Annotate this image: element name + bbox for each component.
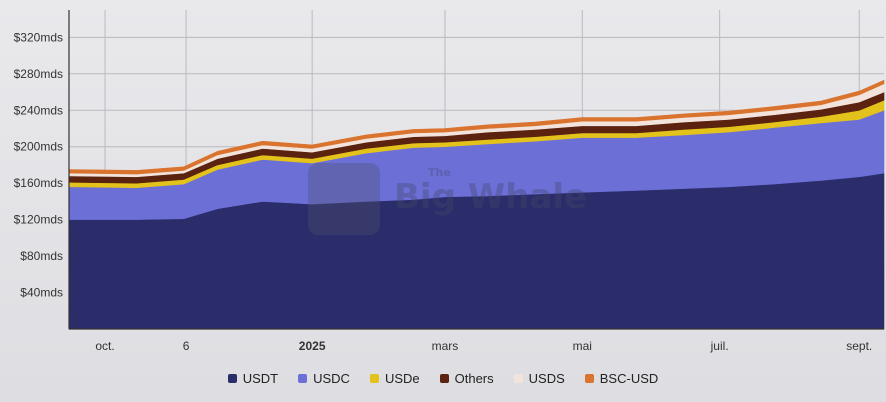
x-tick-label: oct. bbox=[95, 339, 114, 353]
y-tick-label: $240mds bbox=[14, 103, 63, 117]
legend-item-usds[interactable]: USDS bbox=[513, 371, 565, 386]
y-tick-label: $120mds bbox=[14, 213, 63, 227]
y-tick-label: $80mds bbox=[20, 249, 63, 263]
legend-swatch bbox=[584, 374, 594, 383]
y-tick-label: $200mds bbox=[14, 140, 63, 154]
legend-label: USDT bbox=[242, 371, 279, 386]
series-area-bsc-usd bbox=[68, 79, 885, 175]
legend-item-usdc[interactable]: USDC bbox=[298, 371, 350, 386]
legend-swatch bbox=[298, 374, 308, 383]
legend-label: USDS bbox=[528, 371, 565, 386]
legend-label: USDC bbox=[313, 371, 350, 386]
x-tick-label: juil. bbox=[710, 339, 729, 353]
tick-label-layer: $40mds $80mds $120mds $160mds $200mds $240mds… bbox=[14, 30, 873, 353]
chart-legend: USDT USDC USDe Others USDS BSC-USD bbox=[0, 371, 886, 386]
y-tick-label: $320mds bbox=[14, 30, 63, 44]
x-tick-label: 2025 bbox=[299, 339, 326, 353]
legend-swatch bbox=[513, 374, 523, 383]
legend-swatch bbox=[439, 374, 449, 383]
legend-swatch bbox=[369, 374, 379, 383]
x-tick-label: mars bbox=[432, 339, 459, 353]
legend-item-usdt[interactable]: USDT bbox=[227, 371, 279, 386]
legend-label: Others bbox=[454, 371, 494, 386]
legend-item-usde[interactable]: USDe bbox=[369, 371, 420, 386]
legend-item-others[interactable]: Others bbox=[439, 371, 494, 386]
y-tick-label: $160mds bbox=[14, 176, 63, 190]
x-tick-label: mai bbox=[573, 339, 592, 353]
legend-label: USDe bbox=[384, 371, 420, 386]
y-tick-label: $40mds bbox=[20, 286, 63, 300]
axis-layer bbox=[68, 10, 884, 330]
legend-label: BSC-USD bbox=[599, 371, 659, 386]
x-tick-label: 6 bbox=[183, 339, 190, 353]
area-layer bbox=[68, 79, 885, 330]
x-tick-label: sept. bbox=[846, 339, 872, 353]
legend-swatch bbox=[227, 374, 237, 383]
y-tick-label: $280mds bbox=[14, 67, 63, 81]
legend-item-bsc-usd[interactable]: BSC-USD bbox=[584, 371, 659, 386]
